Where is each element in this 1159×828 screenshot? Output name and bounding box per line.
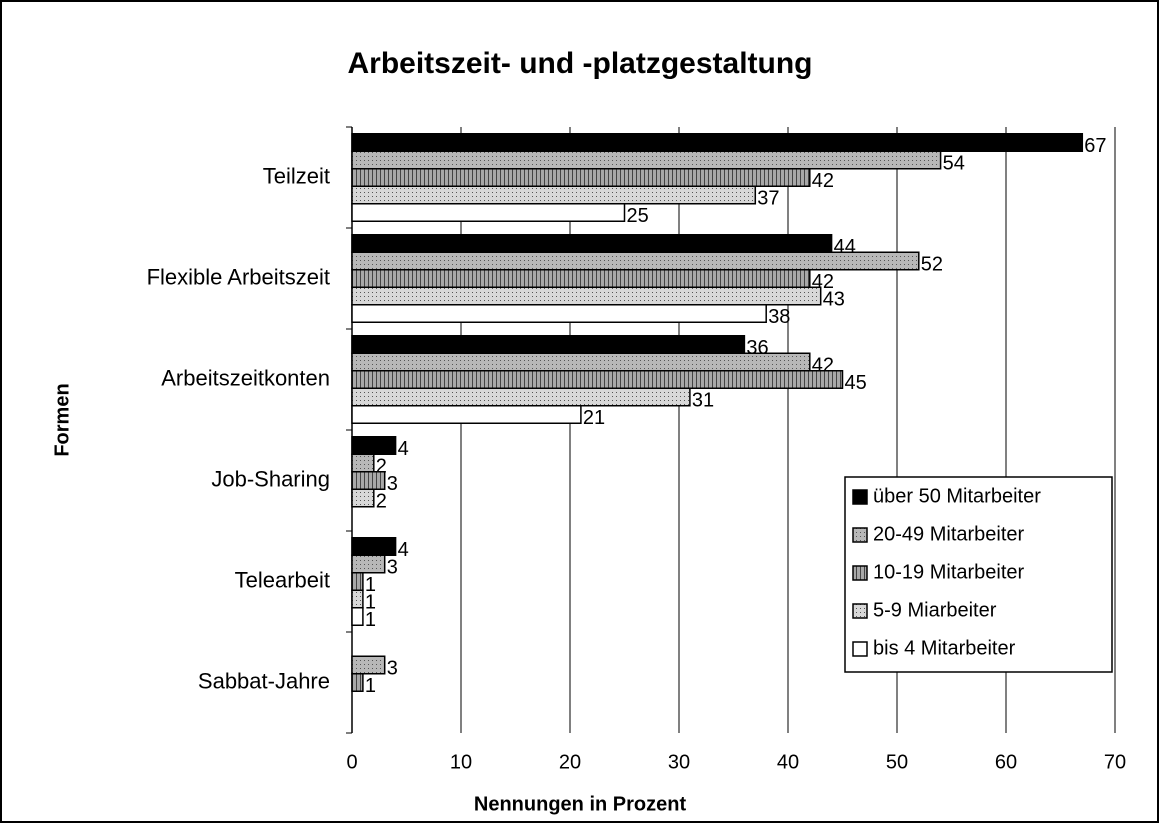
y-tick-label: Sabbat-Jahre [198, 668, 330, 693]
bar [351, 335, 746, 354]
bar [351, 251, 920, 271]
bar [351, 304, 767, 323]
data-label: 43 [823, 288, 845, 310]
legend-swatch [852, 641, 868, 657]
data-label: 21 [583, 407, 605, 429]
bar [351, 150, 942, 170]
y-tick-label: Teilzeit [263, 163, 330, 188]
data-label: 3 [387, 473, 398, 495]
data-label: 1 [365, 574, 376, 596]
bar [351, 471, 386, 490]
legend-swatch [852, 603, 868, 619]
bar [351, 554, 386, 574]
data-label: 1 [365, 591, 376, 613]
bar [351, 269, 811, 288]
bar [351, 453, 375, 473]
legend-swatch [852, 565, 868, 581]
data-label: 3 [387, 556, 398, 578]
bar [351, 352, 811, 372]
bar [351, 589, 364, 609]
data-label: 31 [692, 389, 714, 411]
chart-title: Arbeitszeit- und -platzgestaltung [348, 47, 813, 80]
legend-label: 5-9 Miarbeiter [873, 599, 997, 621]
bar [351, 655, 386, 675]
x-tick-label: 10 [450, 751, 472, 773]
data-label: 45 [845, 372, 867, 394]
data-label: 2 [376, 490, 387, 512]
data-label: 25 [627, 205, 649, 227]
x-tick-label: 40 [777, 751, 799, 773]
x-tick-label: 60 [995, 751, 1017, 773]
data-label: 1 [365, 609, 376, 631]
legend-label: über 50 Mitarbeiter [873, 485, 1041, 507]
x-tick-label: 30 [668, 751, 690, 773]
bar [351, 405, 582, 424]
x-axis-title: Nennungen in Prozent [474, 793, 687, 815]
x-tick-label: 70 [1104, 751, 1126, 773]
data-label: 54 [943, 152, 965, 174]
data-label: 37 [757, 187, 779, 209]
y-tick-label: Flexible Arbeitszeit [147, 264, 330, 289]
y-axis-title: Formen [51, 383, 73, 456]
legend-label: 10-19 Mitarbeiter [873, 561, 1025, 583]
data-label: 52 [921, 253, 943, 275]
bar [351, 436, 397, 455]
bar [351, 673, 364, 692]
bar [351, 607, 364, 626]
legend-label: 20-49 Mitarbeiter [873, 523, 1025, 545]
x-tick-label: 0 [346, 751, 357, 773]
bar [351, 572, 364, 591]
data-label: 67 [1084, 135, 1106, 157]
bar [351, 286, 822, 306]
x-tick-label: 20 [559, 751, 581, 773]
bar [351, 387, 691, 407]
data-label: 4 [398, 539, 409, 561]
legend-swatch [852, 527, 868, 543]
y-tick-label: Job-Sharing [211, 466, 330, 491]
data-label: 3 [387, 657, 398, 679]
legend-box [844, 476, 1113, 673]
data-label: 42 [812, 170, 834, 192]
legend-swatch [852, 489, 868, 505]
bar [351, 168, 811, 187]
y-tick-label: Arbeitszeitkonten [161, 365, 330, 390]
data-label: 1 [365, 675, 376, 697]
bar [351, 133, 1084, 152]
data-label: 2 [376, 455, 387, 477]
legend-label: bis 4 Mitarbeiter [873, 637, 1016, 659]
bar [351, 370, 844, 389]
y-tick-label: Telearbeit [235, 567, 330, 592]
bar [351, 537, 397, 556]
bar [351, 488, 375, 508]
x-tick-label: 50 [886, 751, 908, 773]
bar [351, 234, 833, 253]
data-label: 38 [768, 306, 790, 328]
bar [351, 203, 626, 222]
bar [351, 185, 757, 205]
data-label: 4 [398, 438, 409, 460]
